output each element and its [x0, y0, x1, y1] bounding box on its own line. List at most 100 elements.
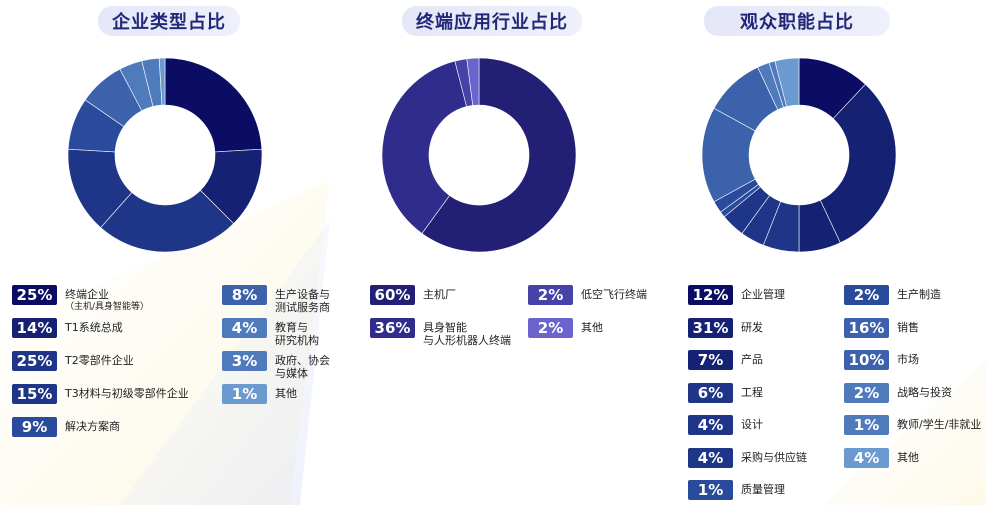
legend-percent-badge: 2%: [844, 285, 889, 305]
legend-item: 7% 产品: [688, 350, 763, 370]
pie-slice-0: [421, 58, 576, 252]
legend-label: 解决方案商: [65, 417, 120, 433]
legend-label-text: 其他: [275, 387, 297, 400]
legend-item: 6% 工程: [688, 382, 763, 403]
legend-label-text: 政府、协会: [275, 354, 330, 367]
legend-label: 企业管理: [741, 285, 785, 301]
legend-percent-badge: 1%: [844, 415, 889, 435]
legend-label: 低空飞行终端: [581, 285, 647, 301]
legend-label-text: 质量管理: [741, 483, 785, 496]
legend-percent-badge: 10%: [844, 350, 889, 370]
legend-label: 政府、协会 与媒体: [275, 351, 330, 380]
legend-label: T1系统总成: [65, 318, 123, 334]
legend-label-text: 设计: [741, 418, 763, 431]
legend-label: 生产制造: [897, 285, 941, 301]
legend-item: 60% 主机厂: [370, 285, 456, 305]
legend-percent-badge: 8%: [222, 285, 267, 305]
legend-percent-badge: 1%: [688, 480, 733, 500]
pie-slice-8: [158, 58, 166, 106]
legend-percent-badge: 25%: [12, 351, 57, 371]
chart-title: 终端应用行业占比: [402, 6, 582, 36]
legend-item: 1% 质量管理: [688, 480, 785, 500]
legend-label-text: 市场: [897, 353, 919, 366]
legend-item: 8% 生产设备与 测试服务商: [222, 285, 330, 314]
legend-item: 14% T1系统总成: [12, 318, 123, 338]
legend-percent-badge: 36%: [370, 318, 415, 338]
donut-chart-company-type: [68, 58, 262, 252]
legend-label-line2: 与媒体: [275, 367, 308, 380]
legend-item: 2% 低空飞行终端: [528, 285, 647, 305]
legend-label-text: 战略与投资: [897, 385, 952, 399]
legend-label: 市场: [897, 350, 919, 366]
legend-item: 25% 终端企业 （主机/具身智能等）: [12, 285, 149, 314]
legend-percent-badge: 6%: [688, 382, 733, 403]
pie-slice-2: [798, 199, 841, 252]
pie-slice-0: [164, 58, 262, 153]
legend-label-line2: 测试服务商: [275, 301, 330, 314]
legend-label: T3材料与初级零部件企业: [65, 384, 189, 400]
legend-percent-badge: 12%: [688, 285, 733, 305]
legend-percent-badge: 1%: [222, 384, 267, 404]
chart-title: 企业类型占比: [98, 6, 240, 36]
pie-slice-1: [382, 60, 467, 234]
legend-item: 4% 教育与 研究机构: [222, 318, 319, 347]
legend-label: T2零部件企业: [65, 351, 134, 367]
legend-label: 主机厂: [423, 285, 456, 301]
legend-label: 教师/学生/非就业: [897, 415, 981, 431]
donut-chart-audience-function: [702, 58, 896, 252]
legend-label: 生产设备与 测试服务商: [275, 285, 330, 314]
legend-percent-badge: 15%: [12, 384, 57, 404]
legend-label: 研发: [741, 318, 763, 334]
legend-label: 其他: [275, 384, 297, 400]
legend-label-text: 其他: [581, 321, 603, 334]
legend-label-text: 工程: [741, 385, 763, 399]
legend-label: 工程: [741, 383, 763, 399]
legend-label-text: 销售: [897, 320, 919, 334]
legend-percent-badge: 25%: [12, 285, 57, 305]
legend-label: 设计: [741, 415, 763, 431]
legend-label: 其他: [897, 448, 919, 464]
legend-item: 31% 研发: [688, 317, 763, 338]
legend-label: 质量管理: [741, 480, 785, 496]
legend-label-text: 低空飞行终端: [581, 288, 647, 301]
legend-label-text: 具身智能: [423, 321, 467, 334]
legend-label: 销售: [897, 318, 919, 334]
legend-percent-badge: 31%: [688, 317, 733, 338]
panel-audience-function: 观众职能占比 12% 企业管理 31% 研发 7% 产品 6% 工程 4% 设计 4% 采购与供应链 1…: [660, 0, 986, 505]
legend-item: 2% 其他: [528, 318, 603, 338]
legend-item: 25% T2零部件企业: [12, 351, 134, 371]
legend-item: 15% T3材料与初级零部件企业: [12, 384, 189, 404]
legend-percent-badge: 7%: [688, 350, 733, 370]
legend-percent-badge: 3%: [222, 351, 267, 371]
legend-percent-badge: 9%: [12, 417, 57, 437]
legend-label-text: 其他: [897, 450, 919, 464]
legend-item: 36% 具身智能 与人形机器人终端: [370, 318, 511, 347]
legend-item: 3% 政府、协会 与媒体: [222, 351, 330, 380]
legend-item: 1% 其他: [222, 384, 297, 404]
pie-slice-3: [466, 58, 480, 106]
legend-percent-badge: 16%: [844, 317, 889, 338]
legend-sublabel: （主机/具身智能等）: [65, 302, 150, 312]
legend-label-text: 教育与: [275, 321, 308, 334]
legend-label: 终端企业 （主机/具身智能等）: [65, 285, 149, 314]
legend-label-text: 企业管理: [741, 288, 785, 301]
legend-label-text: 解决方案商: [65, 420, 120, 433]
legend-label-text: 研发: [741, 320, 763, 334]
legend-label-text: T2零部件企业: [65, 354, 134, 367]
panel-company-type: 企业类型占比 25% 终端企业 （主机/具身智能等） 14% T1系统总成 25% T2零部…: [0, 0, 330, 505]
legend-label-text: T1系统总成: [65, 321, 123, 334]
legend-percent-badge: 60%: [370, 285, 415, 305]
legend-label-text: 教师/学生/非就业: [897, 418, 982, 431]
legend-percent-badge: 4%: [844, 447, 889, 468]
legend-item: 9% 解决方案商: [12, 417, 120, 437]
panel-application-industry: 终端应用行业占比 60% 主机厂 36% 具身智能 与人形机器人终端 2% 低空飞行终端 2%…: [330, 0, 660, 505]
legend-percent-badge: 14%: [12, 318, 57, 338]
legend-label-text: 产品: [741, 353, 763, 366]
pie-slice-12: [774, 58, 800, 107]
legend-item: 12% 企业管理: [688, 285, 785, 305]
legend-percent-badge: 2%: [528, 285, 573, 305]
chart-title: 观众职能占比: [704, 6, 890, 36]
legend-percent-badge: 4%: [222, 318, 267, 338]
legend-percent-badge: 4%: [688, 447, 733, 468]
legend-label: 战略与投资: [897, 383, 952, 399]
